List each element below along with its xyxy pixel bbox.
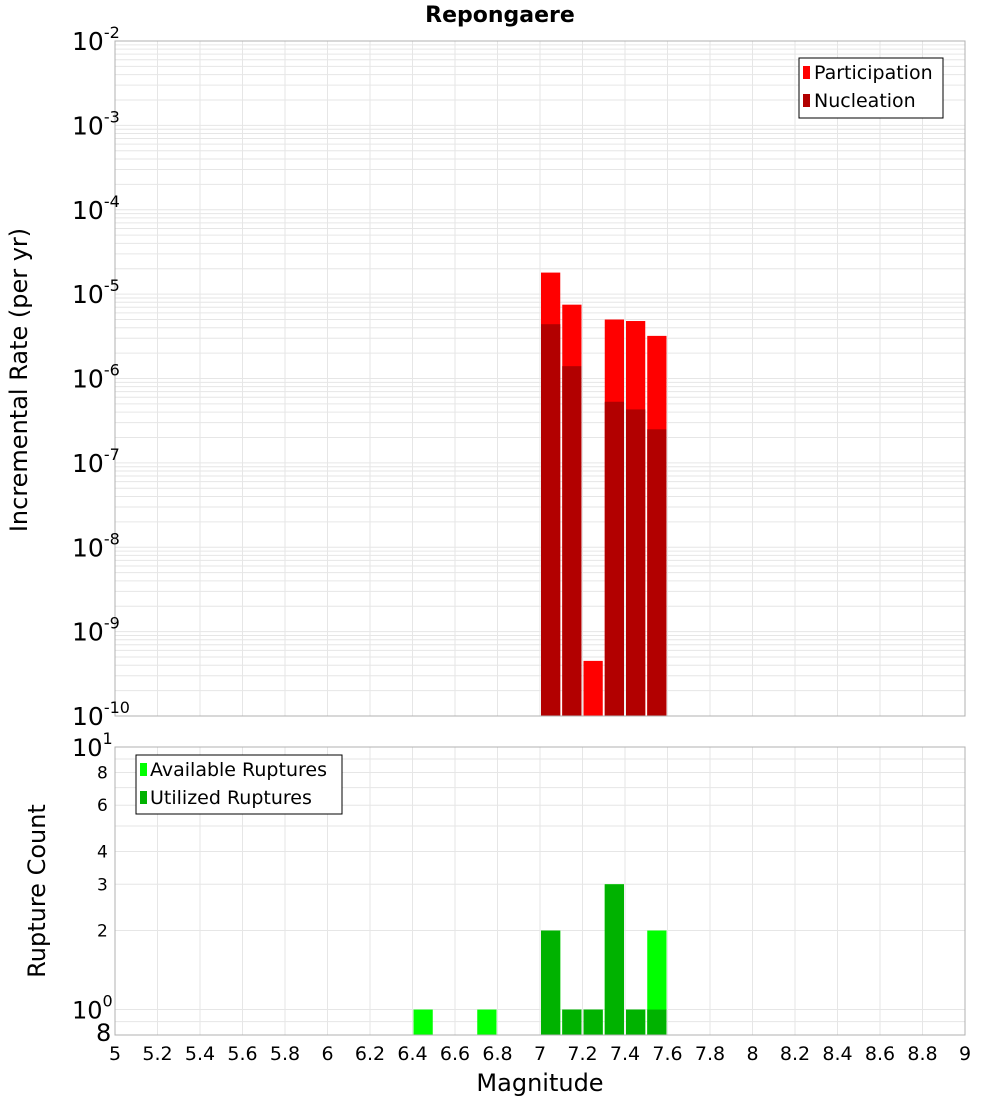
x-tick-label: 8.4 xyxy=(822,1043,852,1065)
rate-y-tick-label: 10-5 xyxy=(72,276,120,309)
x-tick-label: 7.8 xyxy=(695,1043,725,1065)
x-tick-label: 6 xyxy=(321,1043,333,1065)
nucleation-bar xyxy=(541,324,561,716)
x-tick-label: 5 xyxy=(109,1043,121,1065)
utilized-ruptures-bar xyxy=(626,1009,646,1035)
rate-y-axis-label: Incremental Rate (per yr) xyxy=(5,228,33,532)
x-tick-label: 5.2 xyxy=(142,1043,172,1065)
x-axis-label: Magnitude xyxy=(476,1069,603,1097)
count-y-tick-label: 4 xyxy=(97,842,108,862)
nucleation-legend-label: Nucleation xyxy=(814,90,916,112)
rate-y-tick-label: 10-10 xyxy=(72,698,130,731)
rate-y-tick-label: 10-6 xyxy=(72,361,120,394)
x-tick-label: 5.4 xyxy=(185,1043,215,1065)
x-tick-label: 6.2 xyxy=(355,1043,385,1065)
rate-legend-box xyxy=(798,57,944,119)
count-y-tick-label: 100 xyxy=(72,992,113,1025)
utilized-legend-label: Utilized Ruptures xyxy=(150,787,312,809)
count-legend-box xyxy=(135,754,343,815)
available-ruptures-bar xyxy=(477,1009,497,1035)
count-y-tick-label: 8 xyxy=(97,763,108,783)
available-ruptures-bar xyxy=(647,930,667,1035)
utilized-legend-swatch xyxy=(140,791,147,804)
available-legend-swatch xyxy=(140,763,147,776)
rate-y-tick-label: 10-3 xyxy=(72,107,120,140)
x-tick-label: 6.6 xyxy=(440,1043,470,1065)
count-bars xyxy=(413,884,667,1035)
nucleation-bar xyxy=(647,429,667,716)
count-y-tick-label: 101 xyxy=(72,729,113,762)
rate-y-tick-label: 10-4 xyxy=(72,192,120,225)
participation-legend-swatch xyxy=(803,66,810,79)
rate-bars xyxy=(541,272,667,716)
nucleation-legend-swatch xyxy=(803,94,810,107)
x-tick-label: 7.4 xyxy=(610,1043,640,1065)
count-legend: Available Ruptures Utilized Ruptures xyxy=(135,754,343,815)
x-tick-label: 7 xyxy=(534,1043,546,1065)
rate-y-tick-label: 10-2 xyxy=(72,23,120,56)
participation-bar xyxy=(583,660,603,716)
rate-plot-frame xyxy=(114,40,966,717)
x-tick-label: 8.2 xyxy=(780,1043,810,1065)
rate-y-tick-label: 10-8 xyxy=(72,529,120,562)
utilized-ruptures-bar xyxy=(604,884,624,1035)
x-tick-label: 9 xyxy=(959,1043,971,1065)
available-legend-label: Available Ruptures xyxy=(150,759,327,781)
rate-y-tick-label: 10-9 xyxy=(72,614,120,647)
count-x-ticks: 5 5.2 5.4 5.6 5.8 6 6.2 6.4 6.6 6.8 7 7.2 7.4 7.6 7.8 8… xyxy=(109,1043,971,1065)
x-tick-label: 8.6 xyxy=(865,1043,895,1065)
participation-legend-label: Participation xyxy=(814,62,933,84)
rate-grid xyxy=(114,41,966,717)
x-tick-label: 8 xyxy=(746,1043,758,1065)
nucleation-bar xyxy=(604,401,624,716)
rate-y-tick-label: 10-7 xyxy=(72,445,120,478)
chart-title: Repongaere xyxy=(425,3,575,28)
count-y-axis-label: Rupture Count xyxy=(23,804,51,978)
x-tick-label: 7.6 xyxy=(652,1043,682,1065)
utilized-ruptures-bar xyxy=(583,1009,603,1035)
nucleation-bar xyxy=(626,409,646,716)
utilized-ruptures-bar xyxy=(647,1009,667,1035)
utilized-ruptures-bar xyxy=(562,1009,582,1035)
x-tick-label: 7.2 xyxy=(567,1043,597,1065)
nucleation-bar xyxy=(562,366,582,716)
x-tick-label: 5.8 xyxy=(270,1043,300,1065)
count-y-tick-label: 8 xyxy=(96,1019,111,1047)
rate-legend: Participation Nucleation xyxy=(798,57,944,119)
x-tick-label: 5.6 xyxy=(227,1043,257,1065)
count-plot-frame xyxy=(114,746,966,1036)
count-y-tick-label: 3 xyxy=(97,875,108,895)
x-tick-label: 8.8 xyxy=(907,1043,937,1065)
x-tick-label: 6.4 xyxy=(397,1043,427,1065)
utilized-ruptures-bar xyxy=(541,930,561,1035)
rate-panel: 10-10 10-9 10-8 10-7 10-6 10-5 10-4 10-3 10-2 In… xyxy=(5,23,966,731)
rate-y-ticks: 10-10 10-9 10-8 10-7 10-6 10-5 10-4 10-3 10-2 xyxy=(72,23,130,731)
count-y-tick-label: 6 xyxy=(97,796,108,816)
available-ruptures-bar xyxy=(413,1009,433,1035)
x-tick-label: 6.8 xyxy=(482,1043,512,1065)
count-y-tick-label: 2 xyxy=(97,922,108,942)
